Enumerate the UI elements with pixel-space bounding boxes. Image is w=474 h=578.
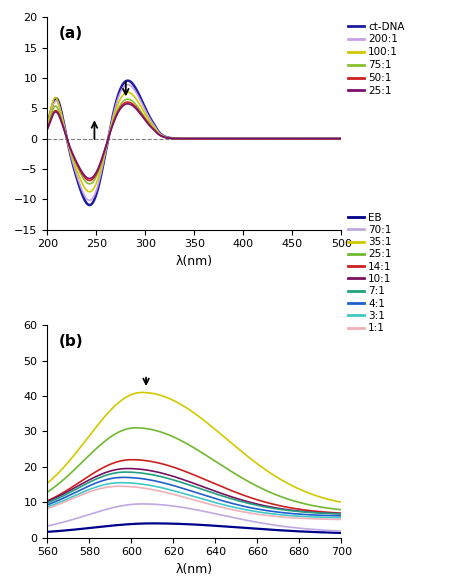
Legend: EB, 70:1, 35:1, 25:1, 14:1, 10:1, 7:1, 4:1, 3:1, 1:1: EB, 70:1, 35:1, 25:1, 14:1, 10:1, 7:1, 4…: [344, 209, 396, 338]
Legend: ct-DNA, 200:1, 100:1, 75:1, 50:1, 25:1: ct-DNA, 200:1, 100:1, 75:1, 50:1, 25:1: [344, 17, 409, 100]
X-axis label: λ(nm): λ(nm): [176, 255, 213, 268]
Text: (a): (a): [59, 26, 83, 41]
X-axis label: λ(nm): λ(nm): [176, 563, 213, 576]
Text: (b): (b): [59, 334, 84, 349]
